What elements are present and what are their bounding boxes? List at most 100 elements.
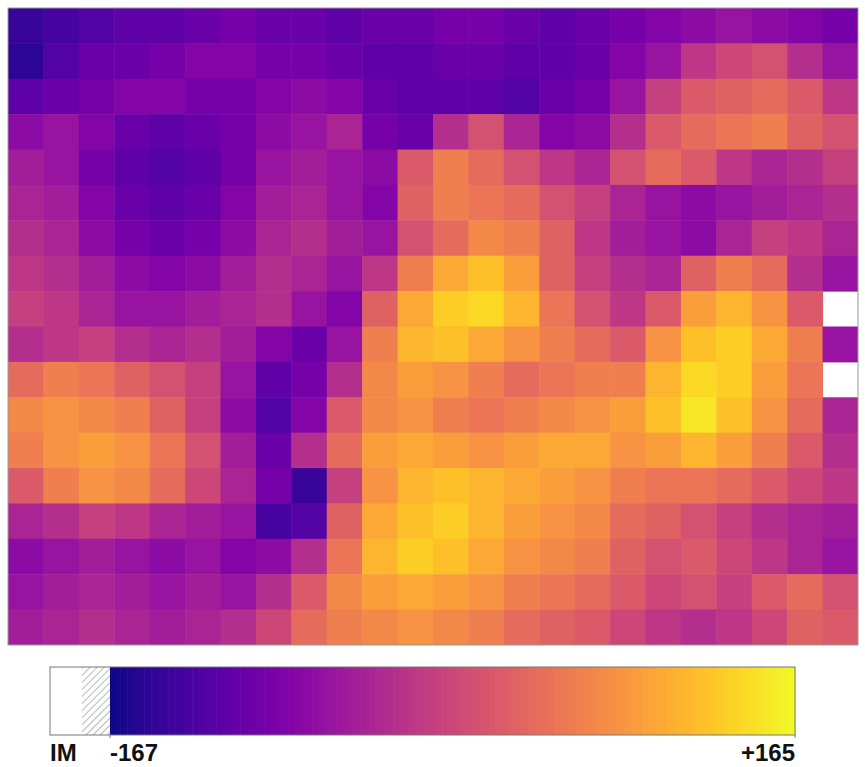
cell (681, 539, 717, 575)
cell (433, 220, 469, 256)
colorbar-step (624, 667, 628, 735)
cell (787, 114, 823, 150)
cell (221, 43, 257, 79)
cell (504, 574, 540, 610)
cell (114, 539, 150, 575)
cell (327, 503, 363, 539)
cell (327, 433, 363, 469)
colorbar-step (415, 667, 419, 735)
cell (716, 79, 752, 115)
cell (114, 574, 150, 610)
cell (256, 397, 292, 433)
cell (79, 256, 115, 292)
colorbar-step (264, 667, 268, 735)
cell (362, 433, 398, 469)
colorbar-step (442, 667, 446, 735)
cell (43, 327, 79, 363)
cell (468, 185, 504, 221)
cell (185, 397, 221, 433)
colorbar-step (134, 667, 138, 735)
cell (327, 256, 363, 292)
cell (681, 610, 717, 645)
cell (539, 539, 575, 575)
cell (362, 79, 398, 115)
colorbar-step (384, 667, 388, 735)
cell (610, 610, 646, 645)
colorbar-step (120, 667, 124, 735)
colorbar-step (703, 667, 707, 735)
colorbar-step (161, 667, 165, 735)
colorbar-step (665, 667, 669, 735)
cell (291, 114, 327, 150)
cell (539, 185, 575, 221)
colorbar-missing-label: IM (50, 739, 77, 766)
cell (8, 43, 44, 79)
colorbar-step (473, 667, 477, 735)
cell (114, 185, 150, 221)
colorbar-step (165, 667, 169, 735)
cell (575, 503, 611, 539)
colorbar-step (113, 667, 117, 735)
cell (8, 610, 44, 645)
cell (610, 539, 646, 575)
cell (150, 256, 186, 292)
cell (575, 185, 611, 221)
cell (43, 433, 79, 469)
cell (291, 433, 327, 469)
cell (504, 397, 540, 433)
cell (150, 185, 186, 221)
cell (504, 79, 540, 115)
colorbar-step (627, 667, 631, 735)
colorbar-step (713, 667, 717, 735)
cell (43, 43, 79, 79)
cell (150, 150, 186, 186)
cell (114, 43, 150, 79)
cell (504, 610, 540, 645)
colorbar-step (131, 667, 135, 735)
cell (433, 362, 469, 398)
cell (539, 114, 575, 150)
colorbar-step (367, 667, 371, 735)
cell (8, 574, 44, 610)
colorbar-step (233, 667, 237, 735)
cell (362, 468, 398, 504)
cell (610, 8, 646, 44)
cell (79, 220, 115, 256)
cell (504, 150, 540, 186)
colorbar-step (590, 667, 594, 735)
cell (646, 8, 682, 44)
cell (8, 185, 44, 221)
cell (610, 220, 646, 256)
cell (539, 397, 575, 433)
cell (362, 574, 398, 610)
cell (575, 362, 611, 398)
colorbar-step (295, 667, 299, 735)
colorbar-tick-label: +165 (741, 739, 795, 766)
cell (185, 362, 221, 398)
cell (221, 79, 257, 115)
cell (787, 433, 823, 469)
colorbar-step (648, 667, 652, 735)
cell (291, 256, 327, 292)
cell (185, 8, 221, 44)
colorbar-step (158, 667, 162, 735)
cell (646, 220, 682, 256)
cell (610, 79, 646, 115)
cell (433, 114, 469, 150)
colorbar-step (127, 667, 131, 735)
cell (468, 291, 504, 327)
cell (646, 185, 682, 221)
cell (433, 433, 469, 469)
colorbar-step (521, 667, 525, 735)
cell (221, 291, 257, 327)
cell (114, 114, 150, 150)
cell (433, 468, 469, 504)
colorbar-step (346, 667, 350, 735)
colorbar-step (192, 667, 196, 735)
cell (398, 503, 434, 539)
cell (575, 433, 611, 469)
cell (539, 43, 575, 79)
cell (362, 256, 398, 292)
colorbar-step (781, 667, 785, 735)
colorbar-step (661, 667, 665, 735)
